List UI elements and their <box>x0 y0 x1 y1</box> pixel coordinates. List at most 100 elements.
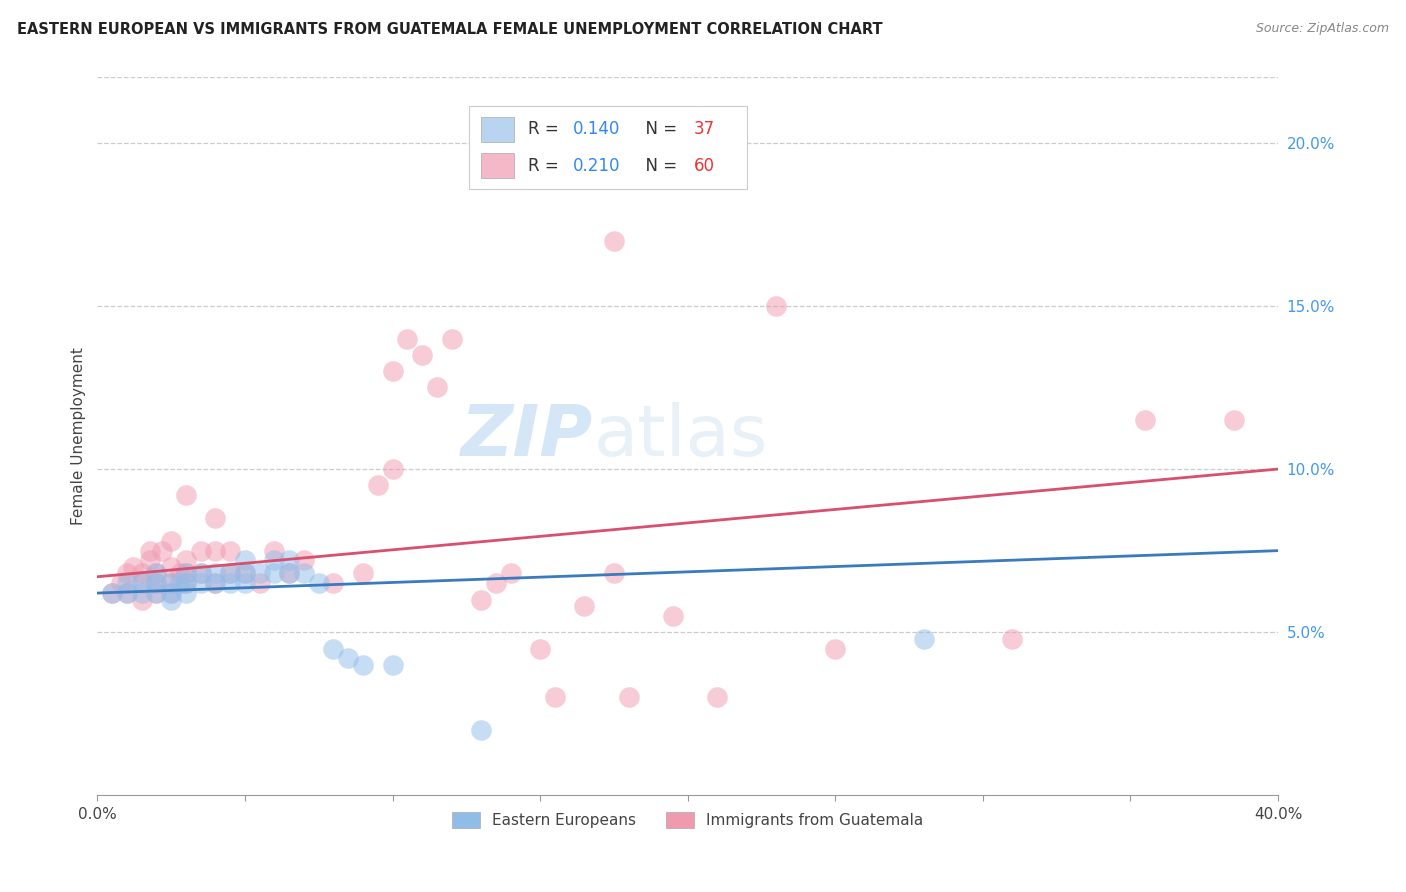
Point <box>101 586 124 600</box>
Text: R =: R = <box>529 120 564 138</box>
Point <box>204 566 226 581</box>
Point <box>145 566 167 581</box>
Point <box>249 566 271 581</box>
Point <box>574 599 596 614</box>
Point <box>160 576 183 591</box>
Point <box>174 566 197 581</box>
Text: atlas: atlas <box>593 402 768 471</box>
Point <box>352 657 374 672</box>
Text: N =: N = <box>634 120 682 138</box>
Point <box>1223 413 1246 427</box>
Point <box>174 566 197 581</box>
Point <box>121 560 143 574</box>
Point <box>352 566 374 581</box>
Y-axis label: Female Unemployment: Female Unemployment <box>72 348 86 525</box>
Point <box>278 566 301 581</box>
Bar <box>481 117 515 142</box>
Legend: Eastern Europeans, Immigrants from Guatemala: Eastern Europeans, Immigrants from Guate… <box>446 806 929 834</box>
Point <box>617 690 640 705</box>
Point <box>219 566 242 581</box>
Point <box>1001 632 1024 646</box>
Point <box>131 576 153 591</box>
Point <box>396 332 419 346</box>
Point <box>233 576 256 591</box>
Point <box>1135 413 1157 427</box>
Point <box>131 576 153 591</box>
Text: N =: N = <box>634 157 682 175</box>
Text: 60: 60 <box>693 157 714 175</box>
Point <box>139 543 162 558</box>
Point <box>160 586 183 600</box>
Point <box>110 576 132 591</box>
Point <box>263 566 285 581</box>
Point <box>322 576 344 591</box>
Point <box>426 380 449 394</box>
Point <box>169 566 191 581</box>
FancyBboxPatch shape <box>470 106 747 189</box>
Point <box>249 576 271 591</box>
Point <box>145 586 167 600</box>
Bar <box>481 153 515 178</box>
Point <box>381 657 404 672</box>
Point <box>824 641 846 656</box>
Point <box>131 592 153 607</box>
Point <box>204 576 226 591</box>
Point <box>139 553 162 567</box>
Point <box>233 553 256 567</box>
Point <box>174 576 197 591</box>
Point <box>662 608 685 623</box>
Point <box>174 553 197 567</box>
Text: ZIP: ZIP <box>461 402 593 471</box>
Point <box>233 566 256 581</box>
Point <box>190 576 212 591</box>
Point <box>308 576 330 591</box>
Point <box>160 533 183 548</box>
Point <box>470 592 492 607</box>
Point <box>440 332 463 346</box>
Point <box>204 543 226 558</box>
Point <box>115 586 138 600</box>
Point <box>219 543 242 558</box>
Point <box>145 586 167 600</box>
Point <box>174 576 197 591</box>
Point <box>485 576 508 591</box>
Point <box>219 576 242 591</box>
Point <box>263 553 285 567</box>
Point <box>322 641 344 656</box>
Text: 37: 37 <box>693 120 714 138</box>
Point <box>219 566 242 581</box>
Point <box>204 511 226 525</box>
Point <box>278 553 301 567</box>
Point <box>190 543 212 558</box>
Point <box>912 632 935 646</box>
Text: R =: R = <box>529 157 564 175</box>
Point <box>292 553 315 567</box>
Point <box>367 478 389 492</box>
Point <box>603 234 626 248</box>
Point <box>174 586 197 600</box>
Point <box>278 566 301 581</box>
Point <box>337 651 360 665</box>
Point <box>499 566 522 581</box>
Text: 0.210: 0.210 <box>574 157 620 175</box>
Point <box>470 723 492 738</box>
Point <box>101 586 124 600</box>
Point <box>292 566 315 581</box>
Text: 0.140: 0.140 <box>574 120 620 138</box>
Point <box>115 586 138 600</box>
Point <box>160 592 183 607</box>
Point <box>131 566 153 581</box>
Point <box>145 576 167 591</box>
Point <box>706 690 728 705</box>
Text: EASTERN EUROPEAN VS IMMIGRANTS FROM GUATEMALA FEMALE UNEMPLOYMENT CORRELATION CH: EASTERN EUROPEAN VS IMMIGRANTS FROM GUAT… <box>17 22 883 37</box>
Point <box>233 566 256 581</box>
Point <box>381 364 404 378</box>
Point <box>115 566 138 581</box>
Text: Source: ZipAtlas.com: Source: ZipAtlas.com <box>1256 22 1389 36</box>
Point <box>160 586 183 600</box>
Point <box>190 566 212 581</box>
Point <box>160 560 183 574</box>
Point <box>381 462 404 476</box>
Point <box>150 543 173 558</box>
Point <box>169 576 191 591</box>
